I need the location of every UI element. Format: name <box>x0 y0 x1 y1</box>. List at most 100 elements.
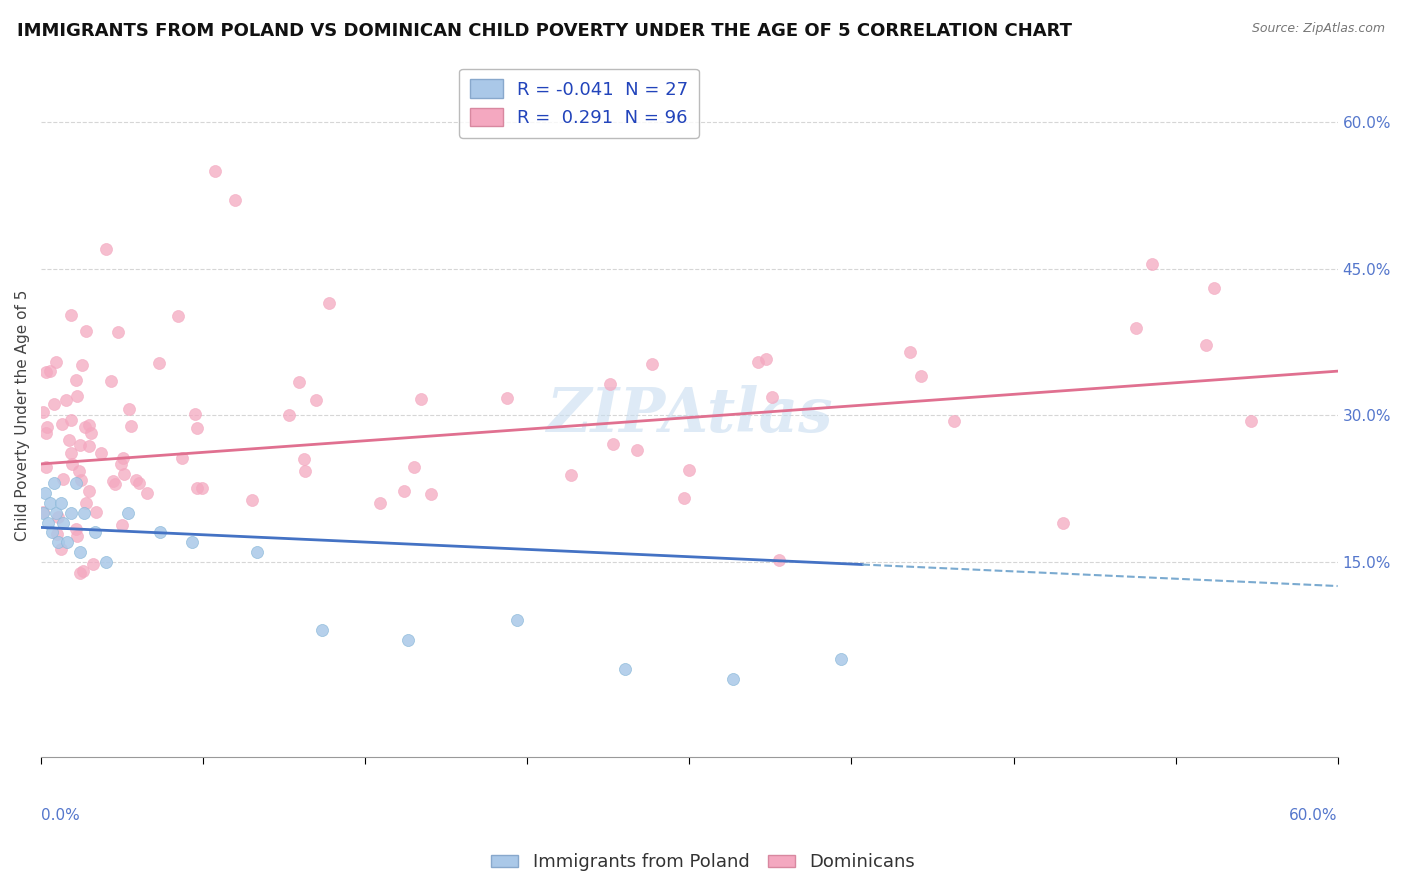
Point <box>51 417 73 431</box>
Point <box>107 325 129 339</box>
Point <box>183 407 205 421</box>
Point <box>56 535 79 549</box>
Point <box>39 364 62 378</box>
Point <box>65 522 87 536</box>
Point <box>120 419 142 434</box>
Point <box>1202 281 1225 295</box>
Point <box>37 420 59 434</box>
Point <box>60 413 83 427</box>
Point <box>45 355 67 369</box>
Point <box>72 564 94 578</box>
Point <box>69 545 91 559</box>
Point <box>673 491 696 506</box>
Point <box>100 374 122 388</box>
Point <box>73 506 96 520</box>
Point <box>69 438 91 452</box>
Point <box>84 505 107 519</box>
Point <box>70 359 93 373</box>
Point <box>49 496 72 510</box>
Point <box>398 632 420 647</box>
Point <box>411 392 433 406</box>
Point <box>240 493 263 508</box>
Point <box>678 462 700 476</box>
Point <box>104 477 127 491</box>
Point <box>294 452 316 467</box>
Legend: R = -0.041  N = 27, R =  0.291  N = 96: R = -0.041 N = 27, R = 0.291 N = 96 <box>460 69 699 138</box>
Point <box>69 566 91 581</box>
Point <box>60 506 83 520</box>
Point <box>830 652 852 666</box>
Point <box>65 373 87 387</box>
Point <box>65 476 87 491</box>
Point <box>38 496 60 510</box>
Point <box>94 555 117 569</box>
Point <box>112 451 135 466</box>
Point <box>60 457 83 471</box>
Point <box>34 459 56 474</box>
Point <box>111 518 134 533</box>
Point <box>125 473 148 487</box>
Point <box>1195 338 1218 352</box>
Point <box>135 485 157 500</box>
Point <box>761 390 783 404</box>
Text: Source: ZipAtlas.com: Source: ZipAtlas.com <box>1251 22 1385 36</box>
Point <box>128 476 150 491</box>
Point <box>77 439 100 453</box>
Point <box>45 506 67 520</box>
Point <box>37 516 59 530</box>
Point <box>942 414 965 428</box>
Point <box>505 613 527 627</box>
Point <box>641 357 664 371</box>
Point <box>59 446 82 460</box>
Point <box>419 487 441 501</box>
Point <box>96 242 118 256</box>
Point <box>721 672 744 686</box>
Point <box>41 525 63 540</box>
Point <box>60 308 83 322</box>
Point <box>204 164 226 178</box>
Point <box>626 443 648 458</box>
Point <box>32 506 55 520</box>
Point <box>224 193 246 207</box>
Point <box>101 474 124 488</box>
Point <box>186 421 208 435</box>
Point <box>305 393 328 408</box>
Point <box>1240 414 1263 428</box>
Point <box>55 392 77 407</box>
Point <box>84 525 107 540</box>
Legend: Immigrants from Poland, Dominicans: Immigrants from Poland, Dominicans <box>484 847 922 879</box>
Point <box>898 344 921 359</box>
Point <box>52 516 75 530</box>
Point <box>166 310 188 324</box>
Point <box>32 506 55 520</box>
Point <box>45 527 67 541</box>
Point <box>318 295 340 310</box>
Point <box>35 425 58 440</box>
Point <box>117 506 139 520</box>
Point <box>70 473 93 487</box>
Point <box>114 467 136 481</box>
Point <box>392 483 415 498</box>
Y-axis label: Child Poverty Under the Age of 5: Child Poverty Under the Age of 5 <box>15 289 30 541</box>
Point <box>58 433 80 447</box>
Point <box>42 476 65 491</box>
Point <box>75 324 97 338</box>
Point <box>149 525 172 540</box>
Point <box>181 535 204 549</box>
Point <box>51 541 73 556</box>
Point <box>90 446 112 460</box>
Point <box>277 408 299 422</box>
Point <box>599 377 621 392</box>
Point <box>404 459 426 474</box>
Point <box>46 509 69 524</box>
Point <box>80 426 103 441</box>
Point <box>48 535 70 549</box>
Point <box>110 457 132 471</box>
Point <box>170 450 193 465</box>
Point <box>75 496 97 510</box>
Point <box>287 376 309 390</box>
Point <box>368 496 391 510</box>
Point <box>1140 257 1163 271</box>
Text: IMMIGRANTS FROM POLAND VS DOMINICAN CHILD POVERTY UNDER THE AGE OF 5 CORRELATION: IMMIGRANTS FROM POLAND VS DOMINICAN CHIL… <box>17 22 1071 40</box>
Point <box>73 420 96 434</box>
